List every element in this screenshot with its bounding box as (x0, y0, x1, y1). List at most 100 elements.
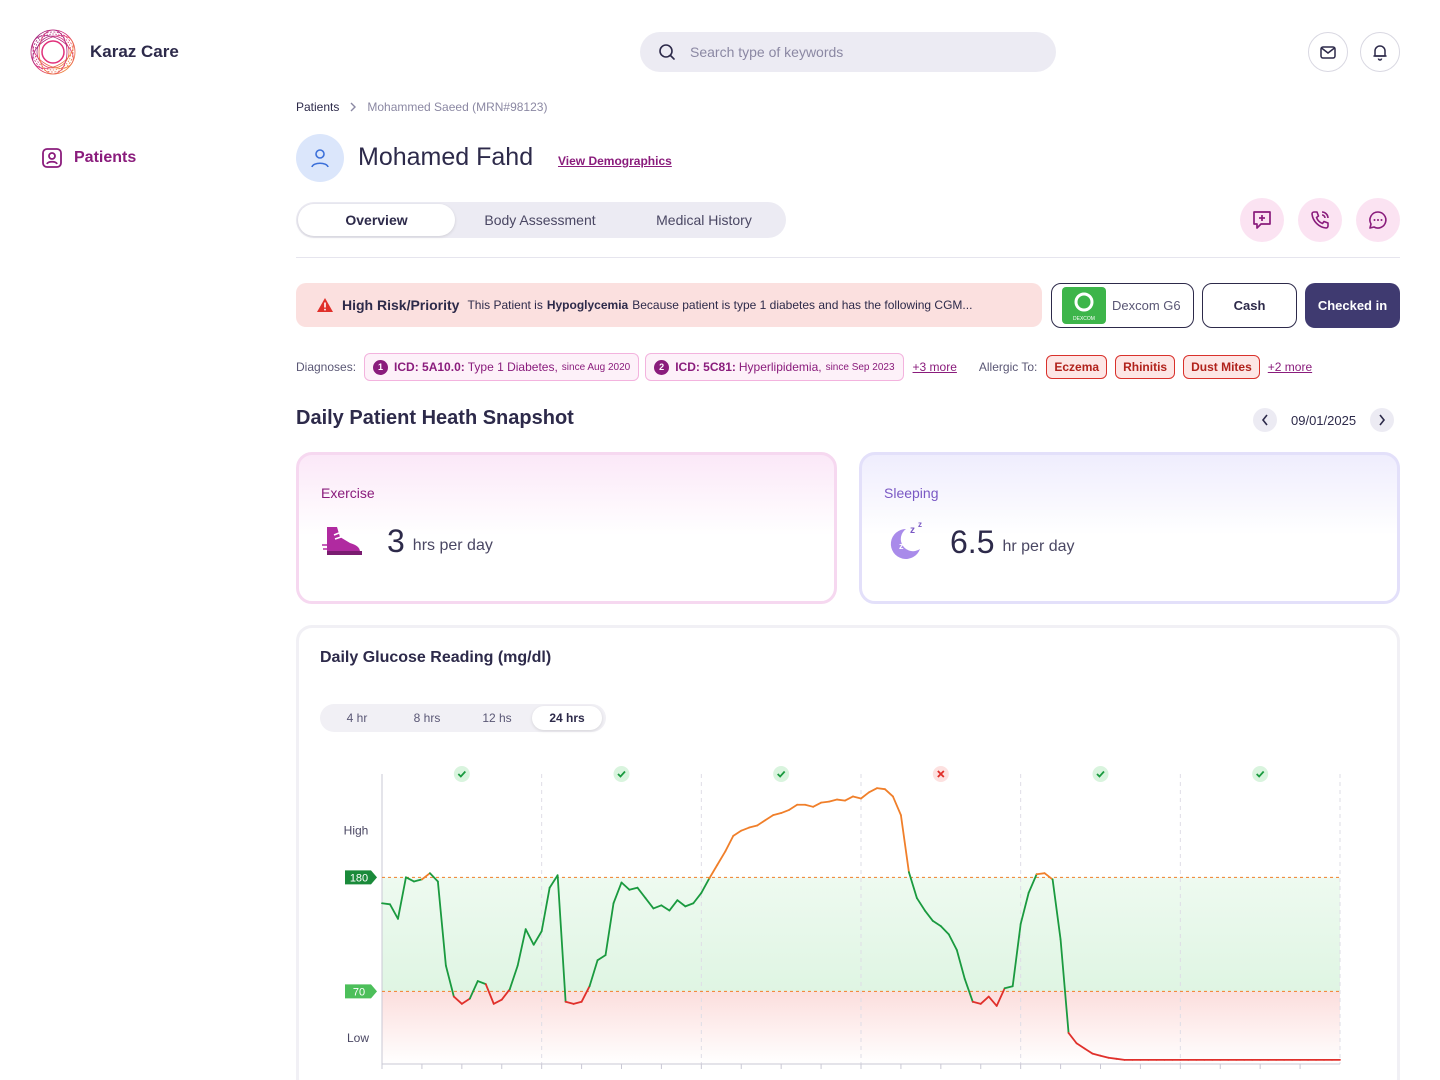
y-label-low: Low (347, 1031, 369, 1045)
tab-overview[interactable]: Overview (298, 204, 455, 236)
glucose-line-segment (636, 886, 647, 899)
exercise-unit: hrs per day (412, 537, 493, 554)
glucose-line-segment (844, 795, 854, 802)
allergy-chip[interactable]: Eczema (1046, 355, 1108, 379)
glucose-line-segment (389, 903, 399, 920)
glucose-card (296, 625, 1400, 1080)
allergy-chip[interactable]: Rhinitis (1115, 355, 1176, 379)
glucose-line-segment (444, 964, 455, 998)
message-plus-icon (1253, 211, 1271, 229)
glucose-line-segment (628, 886, 639, 891)
glucose-line-segment (756, 819, 767, 827)
glucose-line-segment (1043, 872, 1054, 881)
glucose-line-segment (971, 1000, 982, 1005)
glucose-line-segment (860, 791, 870, 800)
chat-button[interactable] (1356, 198, 1400, 242)
view-demographics-link[interactable]: View Demographics (558, 154, 672, 168)
glucose-line-segment (405, 876, 415, 883)
glucose-line-segment (429, 872, 439, 883)
glucose-line-segment (1099, 1054, 1110, 1059)
next-date-button[interactable] (1370, 408, 1395, 432)
glucose-title: Daily Glucose Reading (mg/dl) (320, 649, 552, 666)
glucose-line-segment (868, 787, 878, 794)
header-divider (296, 257, 1400, 258)
glucose-line-segment (1075, 1042, 1086, 1050)
sidebar-item-label: Patients (74, 149, 137, 166)
search-input[interactable] (690, 44, 1020, 60)
glucose-line-segment (1091, 1052, 1102, 1057)
call-button[interactable] (1298, 198, 1342, 242)
search-bar[interactable] (640, 32, 1056, 72)
diagnoses-more-link[interactable]: +3 more (912, 360, 957, 374)
range-24hrs[interactable]: 24 hrs (532, 706, 602, 730)
svg-text:DEXCOM: DEXCOM (1073, 316, 1095, 322)
glucose-line-segment (588, 959, 599, 988)
phone-icon (1311, 211, 1329, 229)
glucose-line-segment (788, 803, 799, 811)
glucose-line-segment (460, 997, 471, 1005)
glucose-line-segment (852, 795, 862, 800)
diagnosis-since: since Sep 2023 (825, 361, 895, 373)
sleeping-card: Sleeping z z z 6.5 hr per day (859, 452, 1400, 604)
glucose-line-segment (804, 803, 815, 808)
allergy-chip[interactable]: Dust Mites (1183, 355, 1260, 379)
tab-body-assessment[interactable]: Body Assessment (484, 212, 596, 228)
diagnosis-chip[interactable]: 2 ICD: 5C81: Hyperlipidemia, since Sep 2… (645, 353, 904, 381)
glucose-line-segment (1019, 891, 1030, 925)
diagnosis-name: Hyperlipidemia, (738, 360, 822, 374)
exercise-card: Exercise 3 hrs per day (296, 452, 837, 604)
allergies-label: Allergic To: (978, 360, 1038, 374)
glucose-line-segment (596, 954, 607, 962)
glucose-line-segment (740, 826, 751, 832)
breadcrumb-patients[interactable]: Patients (296, 100, 340, 114)
diagnosis-code: ICD: 5C81: (675, 360, 736, 374)
alert-reason: Because patient is type 1 diabetes and h… (632, 298, 973, 312)
sidebar-item-patients[interactable]: Patients (40, 146, 136, 170)
glucose-line-segment (716, 850, 727, 866)
glucose-line-segment (548, 874, 559, 889)
range-12hrs[interactable]: 12 hs (482, 711, 512, 725)
prev-date-button[interactable] (1253, 408, 1277, 432)
warning-icon (317, 298, 333, 312)
add-note-button[interactable] (1240, 198, 1284, 242)
mail-button[interactable] (1308, 32, 1348, 72)
glucose-line-segment (684, 902, 695, 908)
diagnosis-chip[interactable]: 1 ICD: 5A10.0: Type 1 Diabetes, since Au… (364, 353, 640, 381)
checked-in-button[interactable]: Checked in (1305, 283, 1400, 328)
glucose-line-segment (692, 891, 703, 905)
glucose-line-segment (1059, 938, 1070, 1034)
breadcrumb-current: Mohammed Saeed (MRN#98123) (367, 100, 548, 114)
glucose-line-segment (676, 899, 687, 908)
chevron-left-icon (1261, 414, 1268, 426)
glucose-line-segment (421, 872, 431, 881)
glucose-line-segment (644, 897, 655, 910)
glucose-line-segment (724, 834, 735, 853)
karaz-care-logo (30, 29, 76, 75)
range-4hr[interactable]: 4 hr (346, 711, 368, 725)
range-8hrs[interactable]: 8 hrs (413, 711, 441, 725)
glucose-line-segment (660, 904, 671, 912)
glucose-line-segment (1035, 872, 1046, 876)
glucose-line-segment (492, 998, 503, 1005)
glucose-line-segment (516, 928, 527, 967)
allergies-more-link[interactable]: +2 more (1267, 360, 1313, 374)
glucose-line-segment (484, 983, 495, 1005)
tab-medical-history[interactable]: Medical History (656, 212, 752, 228)
bell-icon (1373, 45, 1387, 61)
patient-tabs: Overview Body Assessment Medical History (296, 202, 786, 238)
breadcrumb: Patients Mohammed Saeed (MRN#98123) (296, 100, 547, 114)
search-icon (659, 44, 675, 60)
glucose-line-segment (900, 814, 910, 874)
snapshot-title: Daily Patient Heath Snapshot (296, 407, 574, 429)
glucose-line-segment (397, 876, 407, 920)
glucose-line-segment (476, 980, 487, 986)
notifications-button[interactable] (1360, 32, 1400, 72)
exercise-title: Exercise (321, 485, 375, 501)
payment-type-chip[interactable]: Cash (1202, 283, 1297, 328)
diagnosis-number: 1 (373, 359, 389, 375)
sleeping-value: 6.5 (950, 523, 995, 560)
check-icon (453, 766, 470, 782)
device-chip[interactable]: DEXCOM Dexcom G6 (1051, 283, 1194, 328)
glucose-line-segment (556, 874, 567, 1003)
dexcom-logo: DEXCOM (1062, 287, 1106, 324)
